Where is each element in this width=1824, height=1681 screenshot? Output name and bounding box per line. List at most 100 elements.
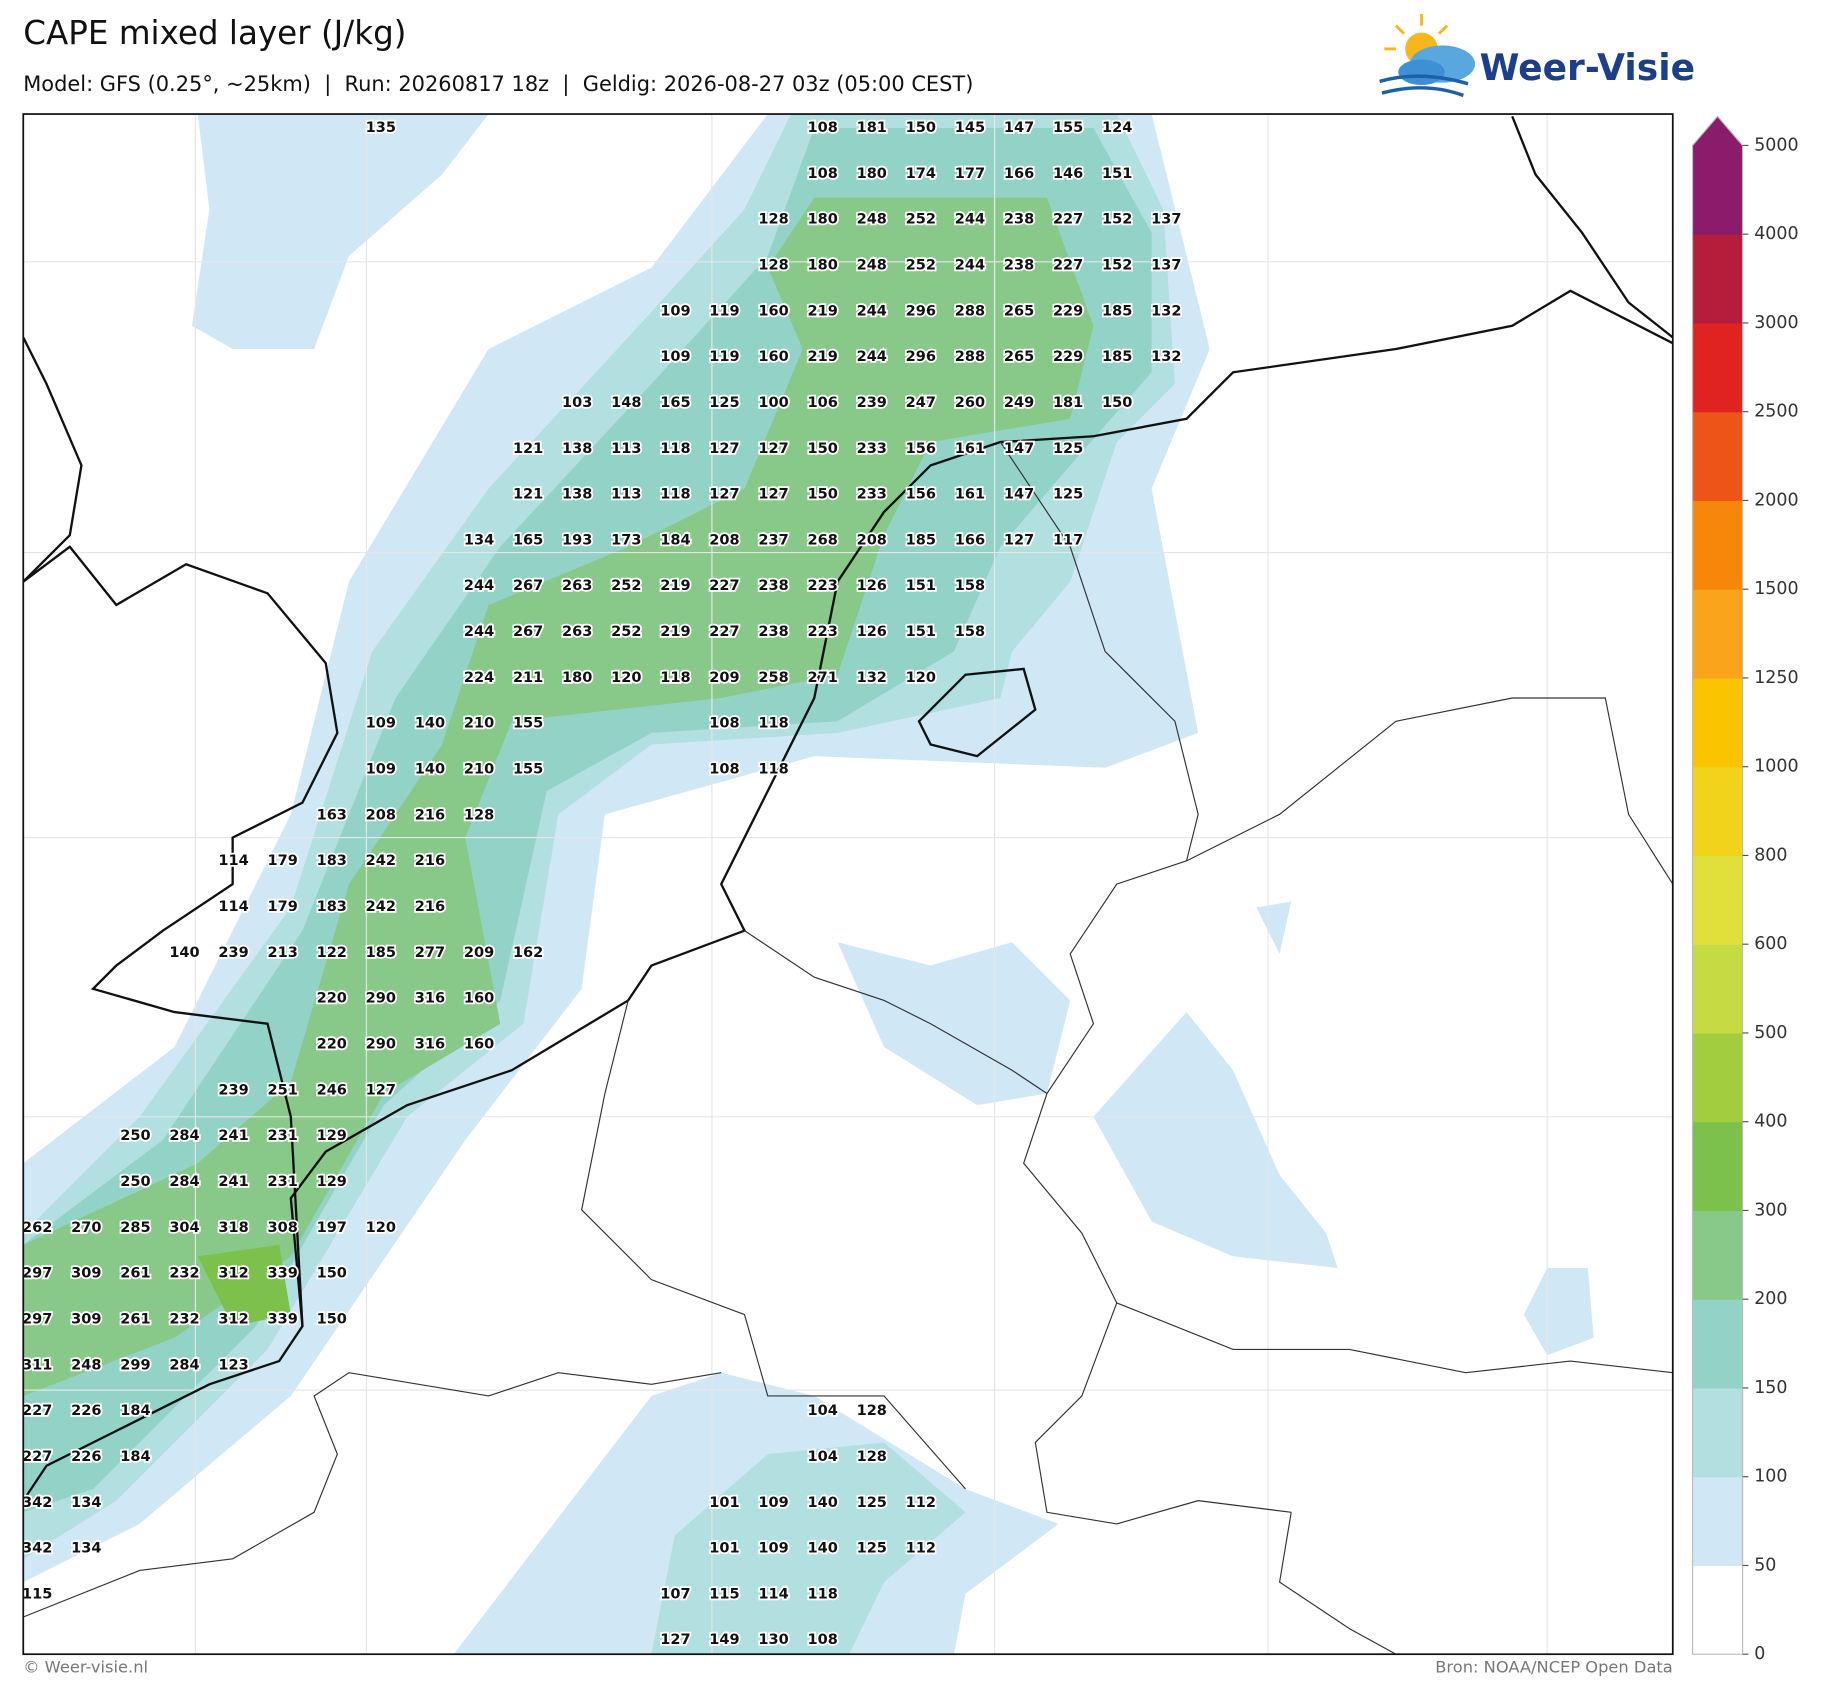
cape-label: 271	[807, 670, 837, 686]
cape-label: 113	[611, 441, 641, 457]
cape-label: 125	[857, 1541, 887, 1557]
cape-label: 244	[464, 578, 494, 594]
cape-label: 258	[758, 670, 788, 686]
borders	[23, 441, 1673, 1655]
colorbar-segment	[1692, 1032, 1743, 1123]
cape-label: 227	[22, 1403, 52, 1419]
cape-label: 185	[1102, 349, 1132, 365]
cape-label: 132	[1151, 349, 1181, 365]
cape-label: 185	[366, 945, 396, 961]
cape-label: 193	[562, 532, 592, 548]
cape-label: 155	[513, 716, 543, 732]
cape-label: 109	[758, 1541, 788, 1557]
cape-label: 146	[1053, 166, 1083, 182]
cape-label: 130	[758, 1632, 788, 1648]
cape-label: 209	[709, 670, 739, 686]
cape-label: 115	[22, 1586, 52, 1602]
colorbar-tick-label: 500	[1754, 1023, 1787, 1043]
cape-label: 165	[660, 395, 690, 411]
cape-label: 173	[611, 532, 641, 548]
cape-label: 118	[660, 487, 690, 503]
cape-label: 262	[22, 1220, 52, 1236]
cape-label: 239	[218, 945, 248, 961]
colorbar-segment	[1692, 234, 1743, 324]
cape-label: 128	[758, 257, 788, 273]
cape-label: 284	[169, 1174, 199, 1190]
colorbar-tick-label: 2000	[1754, 490, 1798, 510]
title: CAPE mixed layer (J/kg)	[23, 14, 406, 52]
cape-label: 118	[807, 1586, 837, 1602]
cape-label: 119	[709, 349, 739, 365]
cape-label: 166	[1004, 166, 1034, 182]
cape-label: 219	[807, 349, 837, 365]
colorbar-segment	[1692, 677, 1743, 768]
colorbar-segment	[1692, 944, 1743, 1034]
cape-label: 247	[906, 395, 936, 411]
cape-label: 140	[807, 1541, 837, 1557]
cape-label: 311	[22, 1357, 52, 1373]
cape-label: 220	[317, 1037, 347, 1053]
cape-label: 227	[1053, 212, 1083, 228]
cape-label: 265	[1004, 303, 1034, 319]
subtitle: Model: GFS (0.25°, ~25km) | Run: 2026081…	[23, 72, 973, 97]
cape-label: 312	[218, 1311, 248, 1327]
cape-label: 114	[218, 899, 248, 915]
map: 135 108 181 150 145 147 155 124 108 180 174 177 166 1…	[20, 113, 1674, 1656]
cape-label: 120	[366, 1220, 396, 1236]
cape-label: 224	[464, 670, 494, 686]
cape-label: 117	[1053, 532, 1083, 548]
cape-label: 150	[317, 1311, 347, 1327]
cape-label: 231	[268, 1174, 298, 1190]
cape-label: 120	[611, 670, 641, 686]
cape-label: 118	[660, 670, 690, 686]
cape-label: 129	[317, 1128, 347, 1144]
colorbar-segment	[1692, 322, 1743, 413]
cape-label: 165	[513, 532, 543, 548]
cape-label: 134	[464, 532, 494, 548]
cape-label: 120	[906, 670, 936, 686]
cape-label: 242	[366, 853, 396, 869]
colorbar-tick-label: 200	[1754, 1289, 1787, 1309]
cape-label: 211	[513, 670, 543, 686]
cape-label: 312	[218, 1266, 248, 1282]
colorbar-tick-label: 300	[1754, 1200, 1787, 1220]
cape-label: 219	[807, 303, 837, 319]
colorbar-segment	[1692, 500, 1743, 590]
cape-label: 252	[906, 212, 936, 228]
cape-label: 216	[415, 899, 445, 915]
cape-label: 163	[317, 807, 347, 823]
cape-label: 125	[709, 395, 739, 411]
cape-label: 115	[709, 1586, 739, 1602]
footer-left: © Weer-visie.nl	[23, 1658, 148, 1677]
cape-label: 238	[758, 624, 788, 640]
colorbar-tick-label: 100	[1754, 1467, 1787, 1487]
cape-label: 118	[660, 441, 690, 457]
cape-label: 233	[857, 441, 887, 457]
cape-label: 156	[906, 441, 936, 457]
cape-label: 342	[22, 1495, 52, 1511]
cape-label: 297	[22, 1266, 52, 1282]
cape-label: 233	[857, 487, 887, 503]
cape-label: 108	[807, 1632, 837, 1648]
cape-label: 121	[513, 441, 543, 457]
logo-text: Weer-Visie	[1480, 47, 1695, 89]
coastline	[23, 115, 1673, 1502]
cape-label: 316	[415, 991, 445, 1007]
cape-label: 220	[317, 991, 347, 1007]
cape-label: 309	[71, 1311, 101, 1327]
colorbar-tick-label: 1500	[1754, 579, 1798, 599]
cape-label: 127	[709, 441, 739, 457]
cape-label: 339	[268, 1311, 298, 1327]
cape-label: 252	[611, 624, 641, 640]
cape-label: 309	[71, 1266, 101, 1282]
colorbar-tick-label: 800	[1754, 845, 1787, 865]
cape-label: 260	[955, 395, 985, 411]
cape-label: 226	[71, 1403, 101, 1419]
cape-label: 127	[366, 1082, 396, 1098]
cape-label: 180	[807, 257, 837, 273]
colorbar-segment	[1692, 1565, 1743, 1655]
cape-label: 122	[317, 945, 347, 961]
cape-label: 147	[1004, 120, 1034, 136]
cape-label: 101	[709, 1541, 739, 1557]
